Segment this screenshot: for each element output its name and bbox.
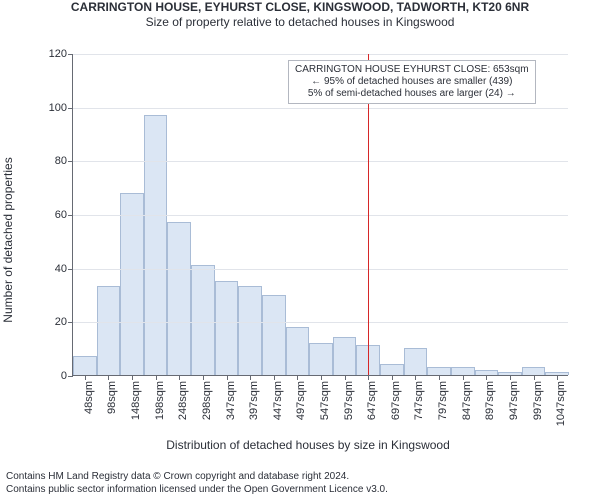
x-tick-mark <box>321 375 322 380</box>
y-tick-label: 120 <box>49 48 73 60</box>
x-tick-mark <box>297 375 298 380</box>
histogram-bar <box>167 222 191 375</box>
gridline <box>73 269 568 270</box>
gridline <box>73 215 568 216</box>
histogram-bar <box>144 115 168 375</box>
gridline <box>73 161 568 162</box>
x-tick-label: 347sqm <box>225 381 237 420</box>
gridline <box>73 108 568 109</box>
y-axis-label: Number of detached properties <box>1 157 15 322</box>
x-tick-label: 997sqm <box>532 381 544 420</box>
x-tick-mark <box>85 375 86 380</box>
x-tick-mark <box>274 375 275 380</box>
x-tick-label: 48sqm <box>83 381 95 414</box>
x-axis-label: Distribution of detached houses by size … <box>48 438 568 452</box>
x-tick-mark <box>557 375 558 380</box>
histogram-bar <box>522 367 546 375</box>
chart-container: Number of detached properties CARRINGTON… <box>48 50 568 430</box>
histogram-bar <box>120 193 144 375</box>
x-tick-mark <box>345 375 346 380</box>
y-tick-label: 40 <box>55 263 73 275</box>
y-tick-label: 60 <box>55 209 73 221</box>
x-tick-label: 697sqm <box>390 381 402 420</box>
attribution-line-2: Contains public sector information licen… <box>6 484 594 497</box>
histogram-bar <box>262 295 286 376</box>
page-title: CARRINGTON HOUSE, EYHURST CLOSE, KINGSWO… <box>0 0 600 15</box>
gridline <box>73 54 568 55</box>
x-tick-mark <box>486 375 487 380</box>
plot-area: CARRINGTON HOUSE EYHURST CLOSE: 653sqm ←… <box>72 54 568 376</box>
y-tick-label: 20 <box>55 316 73 328</box>
x-tick-label: 547sqm <box>319 381 331 420</box>
x-tick-label: 298sqm <box>201 381 213 420</box>
x-tick-label: 497sqm <box>295 381 307 420</box>
x-tick-mark <box>534 375 535 380</box>
y-tick-label: 100 <box>49 102 73 114</box>
annotation-line-3: 5% of semi-detached houses are larger (2… <box>295 88 529 100</box>
attribution: Contains HM Land Registry data © Crown c… <box>6 471 594 496</box>
x-tick-label: 198sqm <box>154 381 166 420</box>
histogram-bar <box>238 286 262 375</box>
x-tick-label: 248sqm <box>177 381 189 420</box>
histogram-bar <box>191 265 215 375</box>
x-tick-mark <box>250 375 251 380</box>
x-tick-mark <box>392 375 393 380</box>
x-tick-label: 1047sqm <box>555 381 567 426</box>
gridline <box>73 322 568 323</box>
x-tick-label: 897sqm <box>484 381 496 420</box>
histogram-bar <box>404 348 428 375</box>
x-tick-label: 597sqm <box>343 381 355 420</box>
x-tick-mark <box>203 375 204 380</box>
x-tick-label: 797sqm <box>437 381 449 420</box>
y-tick-label: 0 <box>61 370 73 382</box>
histogram-bar <box>215 281 239 375</box>
histogram-bar <box>309 343 333 375</box>
x-tick-mark <box>227 375 228 380</box>
histogram-bar <box>286 327 310 375</box>
x-tick-label: 947sqm <box>508 381 520 420</box>
x-tick-mark <box>510 375 511 380</box>
page-subtitle: Size of property relative to detached ho… <box>0 15 600 30</box>
x-tick-mark <box>108 375 109 380</box>
x-tick-mark <box>368 375 369 380</box>
attribution-line-1: Contains HM Land Registry data © Crown c… <box>6 471 594 484</box>
histogram-bar <box>97 286 121 375</box>
x-tick-label: 148sqm <box>130 381 142 420</box>
x-tick-mark <box>132 375 133 380</box>
x-tick-mark <box>415 375 416 380</box>
annotation-box: CARRINGTON HOUSE EYHURST CLOSE: 653sqm ←… <box>288 60 536 104</box>
histogram-bar <box>451 367 475 375</box>
y-tick-label: 80 <box>55 155 73 167</box>
x-tick-mark <box>156 375 157 380</box>
x-tick-label: 397sqm <box>248 381 260 420</box>
x-tick-mark <box>439 375 440 380</box>
histogram-bar <box>380 364 404 375</box>
x-tick-mark <box>463 375 464 380</box>
x-tick-label: 98sqm <box>106 381 118 414</box>
x-tick-label: 747sqm <box>413 381 425 420</box>
annotation-line-2: ← 95% of detached houses are smaller (43… <box>295 76 529 88</box>
histogram-bar <box>427 367 451 375</box>
histogram-bar <box>73 356 97 375</box>
x-tick-label: 447sqm <box>272 381 284 420</box>
histogram-bar <box>333 337 357 375</box>
x-tick-label: 847sqm <box>461 381 473 420</box>
x-tick-label: 647sqm <box>366 381 378 420</box>
annotation-line-1: CARRINGTON HOUSE EYHURST CLOSE: 653sqm <box>295 64 529 76</box>
x-tick-mark <box>179 375 180 380</box>
